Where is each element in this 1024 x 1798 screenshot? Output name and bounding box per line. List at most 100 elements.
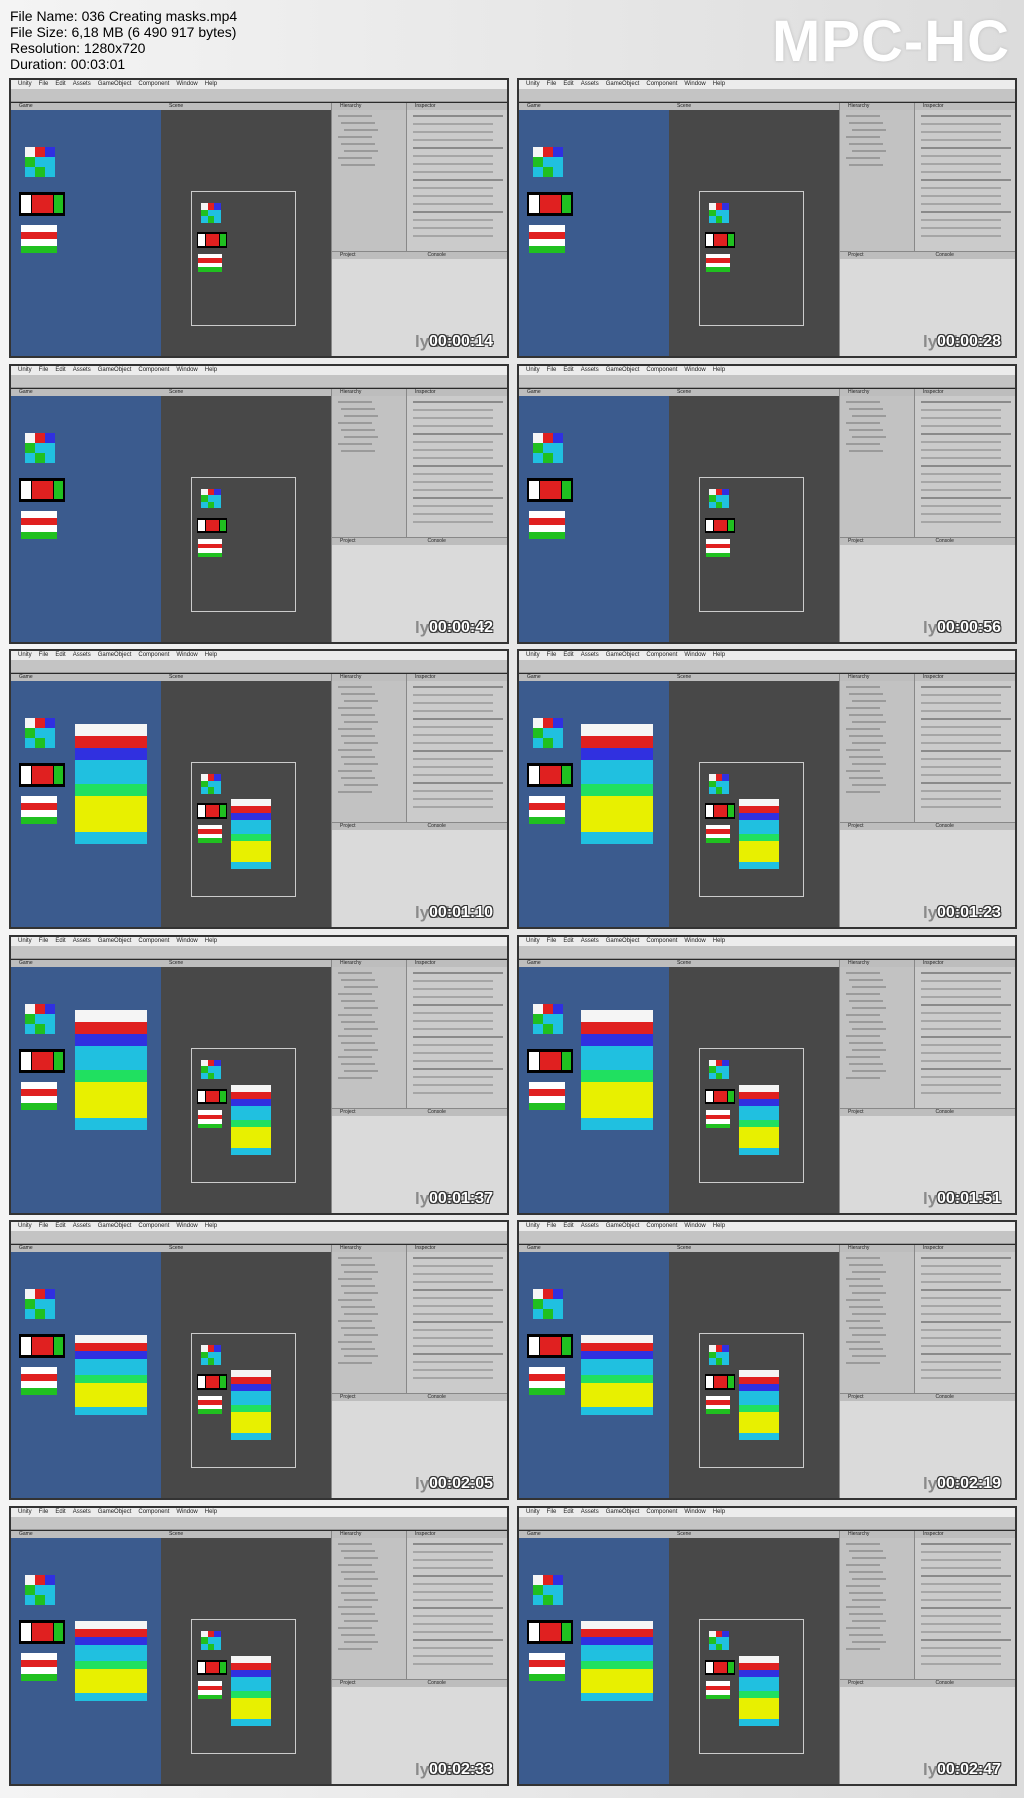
field-row [921,211,1011,213]
menu-item: Unity [526,1223,540,1229]
field-row [921,1345,1001,1347]
stripe [739,1669,779,1677]
list-row [846,1320,880,1322]
cell [533,1023,543,1034]
cell [715,1630,722,1637]
tab: Game [519,388,669,396]
stripe [21,1659,57,1667]
stripe [529,517,565,525]
cell [722,1059,729,1066]
stripe [75,1081,147,1094]
cell [715,1345,722,1352]
list-row [341,1306,375,1308]
bar-seg [529,1337,539,1355]
field-row [413,1614,493,1617]
stripe [739,1391,779,1398]
list-row [338,400,372,403]
menu-item: Unity [526,652,540,658]
stripe [581,1644,653,1653]
menu-item: Help [204,366,218,373]
cell [543,728,553,738]
cell [533,738,543,748]
field-row [413,1550,493,1553]
bar-seg [706,1661,713,1674]
cell [553,157,563,167]
bar-seg [540,480,561,499]
field-row [413,440,493,443]
menu-item: Component [138,937,170,944]
cell [543,167,553,177]
menu-item: File [38,366,49,373]
list-row [849,693,883,695]
cell [201,1059,208,1066]
stripe [21,817,57,824]
list-row [341,1549,375,1552]
stripe [21,1673,57,1681]
list-row [849,1327,883,1329]
stripe [231,1384,271,1391]
list-row [846,1278,880,1280]
scene-view: Scene [161,959,331,1213]
stripe [581,796,653,808]
cell [543,1289,553,1299]
cell [25,1013,35,1024]
cell [45,1574,55,1585]
canvas-outline [699,1047,804,1183]
timestamp: 00:02:19 [937,1475,1002,1492]
menu-item: File [546,937,557,944]
bar-seg [54,766,63,784]
stripe [739,1697,779,1705]
field-row [413,1654,493,1657]
menu-item: Edit [55,937,66,944]
field-row [921,1321,1011,1323]
cell [553,1309,563,1319]
stripe [529,817,565,824]
stripe [529,239,565,246]
cell [207,780,214,787]
menu-item: Help [712,652,726,658]
logo: MPC-HC [772,9,1010,74]
list-row [846,1605,880,1608]
menu-item: Assets [72,1223,91,1229]
field-row [413,758,493,760]
list-row [344,1048,378,1051]
field-row [413,1051,493,1054]
field-row [413,726,493,728]
field-row [413,1598,493,1601]
hierarchy: Hierarchy [839,959,914,1108]
menu-item: GameObject [605,937,640,944]
scene-view: Scene [161,1530,331,1784]
stripe [739,1655,779,1663]
tab: Scene [669,1245,839,1252]
list-row [344,1313,378,1315]
game-view: Game [519,959,669,1213]
field-row [921,432,1011,435]
menu-item: Component [646,1508,678,1515]
menu-item: Edit [55,366,66,373]
tab: Hierarchy [332,1245,406,1252]
list-row [344,1355,378,1357]
game-view: Game [519,103,669,356]
stripe [739,1140,779,1148]
menu-item: Window [176,1508,198,1515]
cell [207,1637,214,1644]
field-row [921,1289,1011,1291]
stripe [739,841,779,848]
bar-seg [32,480,53,499]
list-row [849,1612,883,1615]
field-row [921,1614,1001,1617]
stripe [529,524,565,532]
thumbnail: Unity File Edit Assets GameObject Component Wi… [9,363,509,644]
bar-seg [198,1661,205,1674]
stripe [706,838,730,843]
list-row [846,1257,880,1259]
list-row [849,164,883,166]
inspector: Inspector [406,388,507,537]
list-row [852,1069,886,1072]
cell [709,1345,716,1352]
stripe [529,1374,565,1381]
thumbnail: Unity File Edit Assets GameObject Component Wi… [517,78,1017,358]
stripe [529,803,565,810]
list-row [846,728,880,730]
stripe [739,1126,779,1134]
